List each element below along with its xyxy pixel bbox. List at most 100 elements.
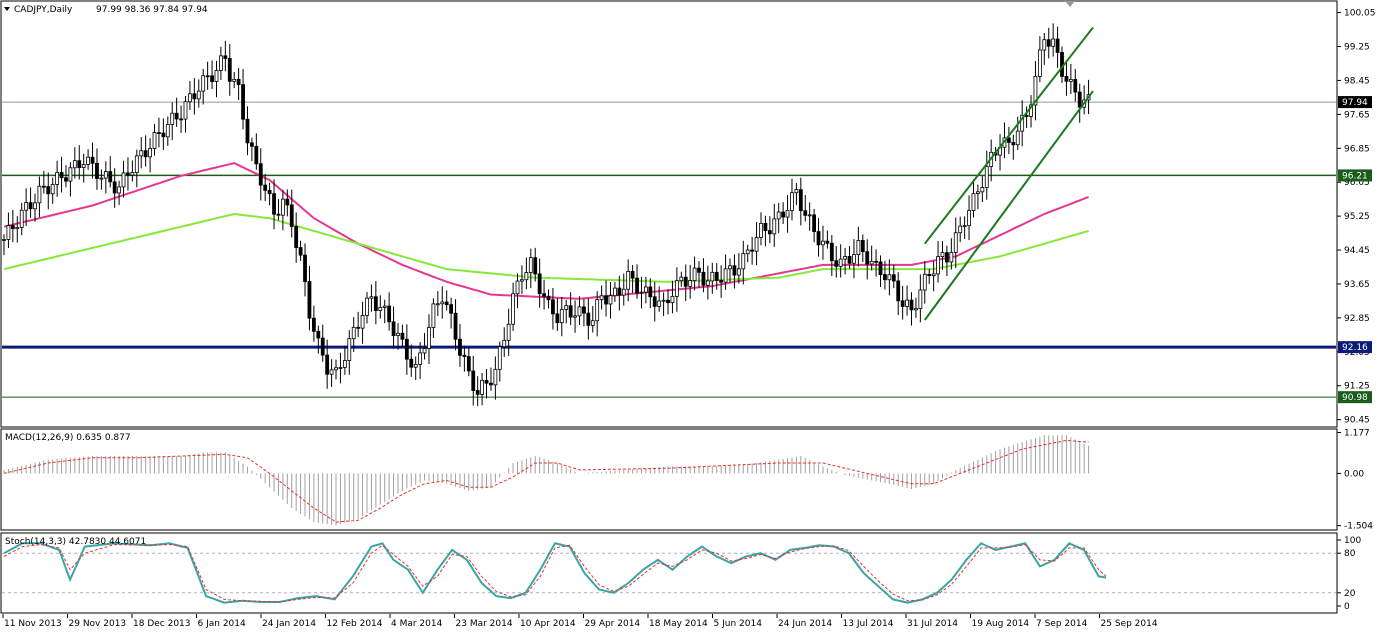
candle-body	[289, 204, 294, 227]
candle-body	[108, 171, 113, 183]
candle-body	[891, 274, 896, 282]
candle-body	[537, 273, 542, 295]
candle-body	[790, 192, 794, 211]
candle-body	[480, 379, 484, 395]
candle-body	[953, 232, 958, 253]
candle-body	[404, 338, 409, 360]
candle-body	[980, 187, 985, 193]
candle-body	[940, 252, 945, 257]
candle-body	[728, 265, 732, 270]
candle-body	[294, 226, 299, 248]
candle-body	[139, 150, 144, 157]
candle-body	[241, 84, 245, 120]
candle-body	[1029, 104, 1033, 117]
candle-body	[719, 280, 724, 283]
candle-body	[431, 303, 436, 328]
candle-body	[604, 295, 608, 305]
candle-body	[878, 261, 883, 275]
level-tag-3: 90.98	[1342, 393, 1368, 403]
candle-body	[635, 277, 639, 294]
candle-body	[577, 306, 582, 317]
candle-body	[493, 368, 498, 386]
candle-body	[196, 90, 201, 100]
macd-title: MACD(12,26,9) 0.635 0.877	[5, 433, 131, 443]
candle-body	[28, 202, 33, 210]
candle-body	[188, 93, 192, 103]
candle-body	[435, 303, 440, 306]
candle-body	[152, 132, 157, 149]
candle-body	[590, 320, 595, 326]
candle-body	[945, 252, 949, 263]
moving-average-0	[3, 162, 1089, 300]
candle-body	[400, 332, 405, 340]
candle-body	[648, 286, 653, 298]
candle-body	[887, 274, 892, 281]
candle-body	[201, 75, 206, 92]
candle-body	[763, 222, 768, 231]
candle-body	[391, 321, 396, 336]
x-tick-label-16: 7 Sep 2014	[1036, 619, 1088, 629]
candle-body	[427, 327, 431, 349]
channel-line-lower	[923, 90, 1094, 321]
candle-body	[143, 150, 148, 158]
candle-body	[1077, 91, 1082, 108]
macd-tick-label-1: 0.00	[1344, 469, 1364, 479]
price-panel[interactable]	[0, 0, 1338, 428]
candle-body	[1037, 49, 1042, 77]
stoch-panel[interactable]	[0, 532, 1338, 614]
candle-body	[19, 209, 24, 228]
level-tag-box	[1338, 341, 1372, 354]
dropdown-triangle-icon[interactable]	[4, 7, 10, 11]
candle-body	[356, 326, 361, 329]
candle-body	[825, 240, 830, 244]
candle-body	[1020, 114, 1025, 132]
candle-body	[157, 132, 161, 134]
candle-body	[258, 163, 263, 186]
candle-body	[2, 239, 6, 241]
candle-body	[303, 254, 307, 282]
candle-body	[41, 185, 46, 188]
candle-body	[559, 309, 564, 324]
moving-average-1	[3, 212, 1089, 283]
candle-body	[360, 314, 365, 329]
candle-body	[931, 273, 936, 277]
candle-body	[55, 172, 60, 185]
candle-body	[520, 279, 524, 282]
candle-body	[905, 299, 909, 307]
candle-body	[701, 271, 706, 286]
candle-body	[382, 305, 387, 308]
stoch-signal-line	[3, 544, 1107, 603]
candle-body	[99, 177, 104, 180]
candle-body	[413, 363, 418, 368]
candle-body	[365, 297, 369, 316]
candle-body	[475, 390, 480, 395]
candle-body	[533, 257, 538, 275]
stoch-main-line	[3, 542, 1107, 604]
candle-body	[254, 145, 259, 165]
level-tag-box	[1338, 169, 1372, 182]
price-tick-label-5: 96.05	[1344, 178, 1370, 188]
candle-body	[511, 293, 515, 325]
x-tick-label-15: 19 Aug 2014	[972, 619, 1030, 629]
candle-body	[582, 306, 586, 314]
candle-body	[674, 280, 679, 297]
x-tick-label-13: 13 Jul 2014	[843, 619, 894, 629]
candle-body	[396, 332, 400, 336]
stoch-tick-label-3: 0	[1344, 602, 1350, 612]
candle-body	[418, 352, 423, 365]
candle-body	[922, 273, 927, 291]
candle-body	[1055, 38, 1060, 53]
price-tick-label-2: 98.45	[1344, 76, 1370, 86]
candle-body	[134, 155, 139, 173]
macd-panel[interactable]	[0, 428, 1338, 531]
x-tick-label-12: 24 Jun 2014	[778, 619, 832, 629]
candle-body	[378, 306, 383, 311]
candle-body	[307, 281, 312, 319]
candle-body	[422, 348, 427, 354]
candle-body	[502, 339, 507, 348]
candle-body	[148, 148, 152, 158]
chart-shift-marker-icon[interactable]	[1065, 1, 1075, 7]
x-tick-label-2: 18 Dec 2013	[133, 619, 191, 629]
candle-body	[568, 305, 573, 318]
